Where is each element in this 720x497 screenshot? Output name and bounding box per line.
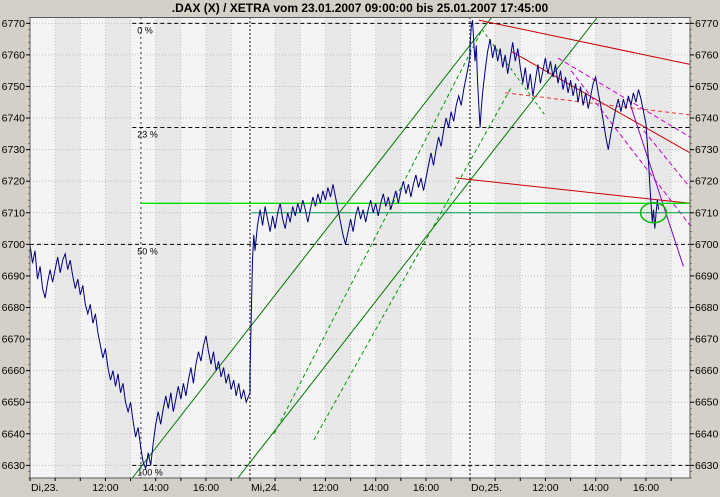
y-axis-label-right: 6770 bbox=[695, 18, 719, 30]
y-axis-label-right: 6720 bbox=[695, 176, 719, 188]
x-axis-time-label: 16:00 bbox=[413, 482, 439, 494]
y-axis-label-right: 6650 bbox=[695, 397, 719, 409]
y-axis-label-right: 6750 bbox=[695, 81, 719, 93]
chart-canvas[interactable]: 0 % 23 % 50 % 100 % 6630 6630 6640 6640 6650 6650… bbox=[0, 17, 720, 497]
y-axis-label-left: 6770 bbox=[2, 18, 26, 30]
y-axis-label-left: 6660 bbox=[2, 365, 26, 377]
x-axis-time-label: 12:00 bbox=[312, 482, 338, 494]
y-axis-label-right: 6640 bbox=[695, 428, 719, 440]
y-axis-label-right: 6740 bbox=[695, 113, 719, 125]
y-axis-label-left: 6720 bbox=[2, 176, 26, 188]
y-axis-label-left: 6760 bbox=[2, 49, 26, 61]
fib-label: 23 % bbox=[137, 130, 158, 140]
chart-title: .DAX (X) / XETRA vom 23.01.2007 09:00:00… bbox=[0, 0, 720, 17]
y-axis-label-right: 6710 bbox=[695, 207, 719, 219]
y-axis-label-right: 6690 bbox=[695, 270, 719, 282]
price-series bbox=[29, 20, 660, 471]
x-axis-time-label: 16:00 bbox=[193, 482, 219, 494]
y-axis-label-left: 6690 bbox=[2, 270, 26, 282]
support-lines bbox=[140, 202, 690, 214]
x-axis-day-label: Do,25. bbox=[471, 482, 502, 494]
y-axis-label-left: 6730 bbox=[2, 144, 26, 156]
x-axis-time-label: 14:00 bbox=[583, 482, 609, 494]
y-axis-label-right: 6660 bbox=[695, 365, 719, 377]
day-separators bbox=[140, 17, 471, 478]
y-axis-label-left: 6640 bbox=[2, 428, 26, 440]
y-axis-label-left: 6700 bbox=[2, 239, 26, 251]
y-axis-label-left: 6750 bbox=[2, 81, 26, 93]
y-axis-label-left: 6680 bbox=[2, 302, 26, 314]
x-axis-day-label: Mi,24. bbox=[251, 482, 280, 494]
x-axis-time-label: 12:00 bbox=[532, 482, 558, 494]
y-axis-label-left: 6670 bbox=[2, 334, 26, 346]
y-axis-label-left: 6650 bbox=[2, 397, 26, 409]
y-axis-label-right: 6700 bbox=[695, 239, 719, 251]
trendlines bbox=[131, 17, 691, 479]
y-axis-label-right: 6730 bbox=[695, 144, 719, 156]
y-axis-label-left: 6710 bbox=[2, 207, 26, 219]
fib-label: 0 % bbox=[137, 25, 153, 35]
y-axis-label-right: 6670 bbox=[695, 334, 719, 346]
fib-label: 50 % bbox=[137, 246, 158, 256]
y-axis-label-left: 6740 bbox=[2, 113, 26, 125]
fib-label: 100 % bbox=[137, 467, 163, 477]
x-axis-time-label: 14:00 bbox=[363, 482, 389, 494]
y-axis-label-right: 6630 bbox=[695, 460, 719, 472]
plot-background bbox=[30, 17, 690, 478]
axes: 6630 6630 6640 6640 6650 6650 6660 6660 6670 6670… bbox=[2, 17, 719, 494]
x-axis-time-label: 16:00 bbox=[633, 482, 659, 494]
x-axis-time-label: 14:00 bbox=[143, 482, 169, 494]
x-axis-time-label: 12:00 bbox=[92, 482, 118, 494]
y-axis-label-left: 6630 bbox=[2, 460, 26, 472]
x-axis-day-label: Di,23. bbox=[31, 482, 58, 494]
y-axis-label-right: 6680 bbox=[695, 302, 719, 314]
y-axis-label-right: 6760 bbox=[695, 49, 719, 61]
highlight-circle bbox=[639, 202, 668, 224]
fibonacci-levels: 0 % 23 % 50 % 100 % bbox=[30, 22, 690, 477]
